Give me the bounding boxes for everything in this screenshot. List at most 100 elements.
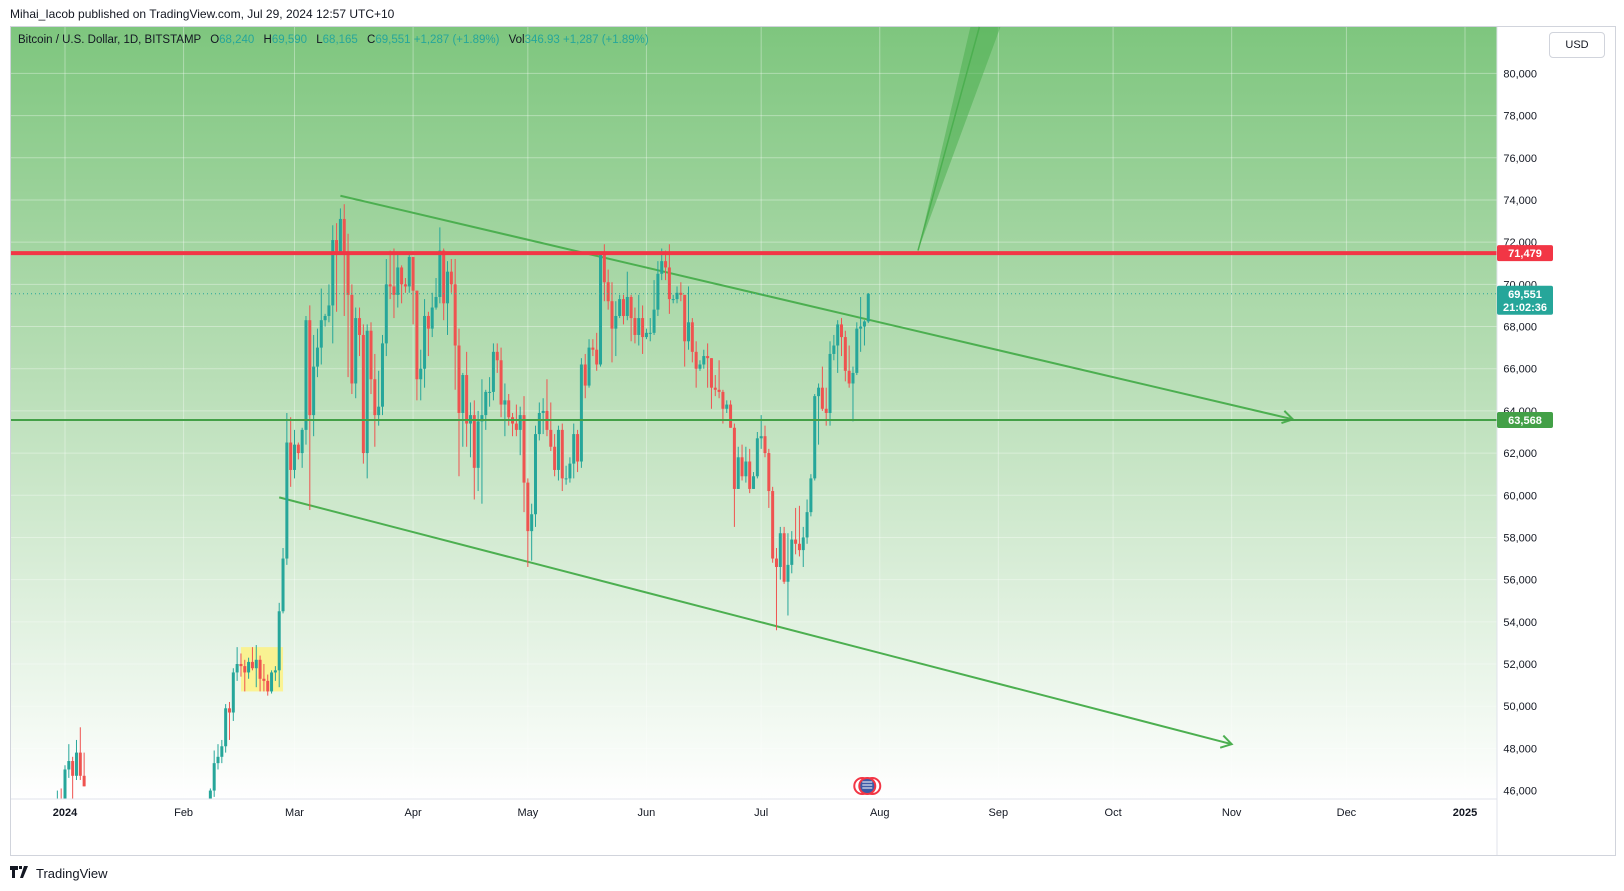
candle-body [599,254,603,365]
candle [285,413,289,565]
candle [407,254,411,293]
candle-body [782,533,786,582]
candle-body [652,309,656,333]
candle-body [832,345,836,354]
candle [315,328,319,378]
candle-body [774,558,778,567]
candle-body [778,533,782,567]
candle [434,278,438,310]
tradingview-logo[interactable]: TradingView [10,865,108,881]
candle-body [572,434,576,464]
candle [243,659,247,692]
candle [832,334,836,361]
candle-body [365,330,369,454]
candle-body [840,324,844,338]
candle-body [300,429,304,454]
candle [296,442,300,460]
projection-wedge [918,27,1001,251]
candle [729,400,733,428]
candle-body [621,299,625,316]
candle-body [380,343,384,407]
candle [583,353,587,399]
support-price-tag: 63,568 [1497,412,1553,429]
candle-body [820,387,824,409]
candle-body [587,347,591,386]
candle [346,233,350,378]
projection-line [917,26,981,251]
candle-body [212,763,216,791]
candle [652,280,656,335]
candle-body [855,328,859,373]
candle [736,446,740,489]
price-tick-label: 76,000 [1503,153,1537,165]
candle [423,299,427,388]
candle [239,653,243,677]
candle-body [541,410,545,413]
candle-body [358,318,362,335]
candle [503,383,507,437]
candle-body [350,294,354,384]
candle [335,223,339,312]
candle [361,324,365,464]
candle [530,503,534,561]
candle-body [449,271,453,285]
candle-body [736,457,740,489]
candle [472,400,476,500]
candle [289,417,293,487]
candle [358,307,362,357]
price-axis [1497,27,1615,855]
candle-body [732,427,736,489]
currency-button[interactable]: USD [1549,32,1605,58]
candle-body [644,332,648,338]
candle [82,752,86,787]
candle [629,294,633,342]
price-tick-label: 54,000 [1503,617,1537,629]
candle-body [507,400,511,418]
candle-body [671,299,675,301]
candle-body [239,664,243,667]
time-tick-label: Feb [174,807,193,819]
candle-body [606,282,610,302]
candle [331,225,335,344]
candle [633,307,637,344]
candle-body [614,315,618,329]
candle [786,533,790,616]
candle [606,269,610,310]
time-tick-label: 2024 [53,807,78,819]
candle-body [472,415,476,468]
candle-body [618,299,622,316]
candle-body [434,296,438,308]
candle-body [63,769,67,808]
candle-body [579,364,583,462]
candle-body [729,404,733,428]
candle-body [426,315,430,329]
candle-body [373,379,377,416]
candle [212,750,216,797]
candle [415,290,419,401]
candle-body [315,347,319,367]
candle-body [338,218,342,253]
time-tick-label: 2025 [1453,807,1477,819]
candle-body [675,292,679,300]
publisher-caption: Mihai_Iacob published on TradingView.com… [10,7,395,21]
candle-body [725,404,729,409]
candle [476,410,480,492]
candle [411,256,415,325]
candle [384,259,388,357]
candle-body [377,406,381,416]
candle [698,360,702,371]
candle-body [476,421,480,468]
candle [522,396,526,513]
candle-body [480,415,484,422]
candle [254,645,258,688]
lower-trendline [278,496,1232,746]
candle [319,288,323,365]
candle-body [786,564,790,582]
legend-symbol[interactable]: Bitcoin / U.S. Dollar, 1D, BITSTAMP [18,34,201,46]
price-tick-label: 56,000 [1503,575,1537,587]
candle-body [866,293,870,322]
candle-body [407,256,411,287]
price-tick-label: 68,000 [1503,322,1537,334]
